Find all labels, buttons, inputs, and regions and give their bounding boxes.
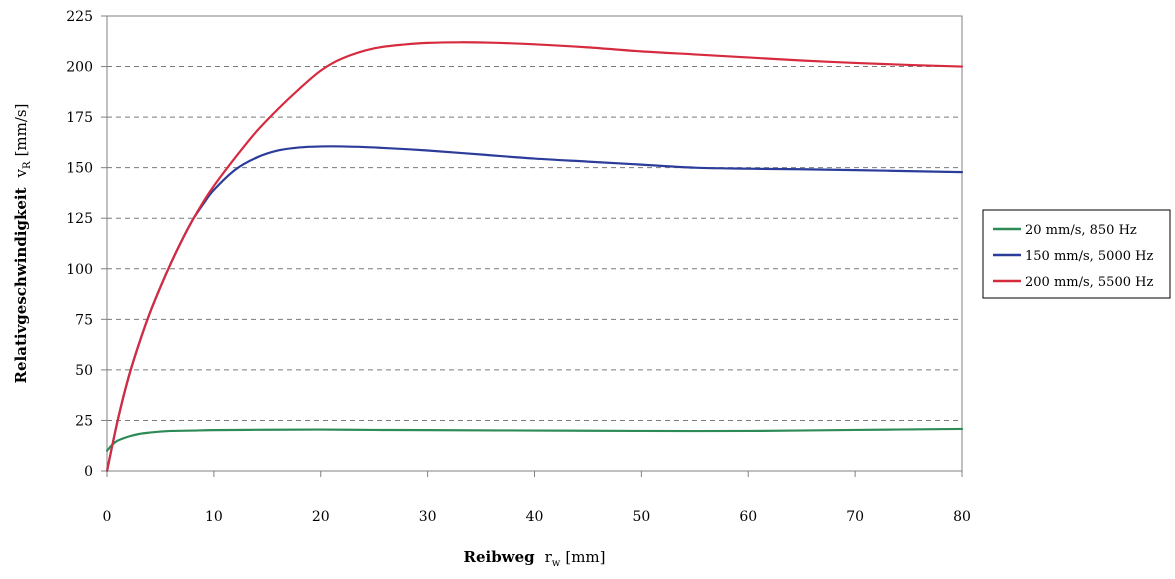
y-tick-label: 125: [66, 211, 93, 227]
y-tick-label: 50: [75, 363, 93, 379]
x-tick-label: 60: [739, 509, 757, 525]
x-tick-label: 80: [953, 509, 971, 525]
x-tick-label: 40: [526, 509, 544, 525]
y-tick-labels: 0 25 50 75 100 125 150 175 200 225: [66, 9, 107, 480]
legend-label-1: 20 mm/s, 850 Hz: [1025, 223, 1137, 238]
legend-label-2: 150 mm/s, 5000 Hz: [1025, 249, 1153, 264]
x-axis-symbol-sub: w: [552, 558, 561, 569]
y-tick-label: 225: [66, 9, 93, 25]
series-line-2: [105, 145, 964, 473]
x-axis-title-main: Reibweg: [463, 548, 535, 566]
series-line-1: [105, 427, 964, 452]
x-tick-label: 30: [419, 509, 437, 525]
y-axis-symbol-sub: R: [22, 161, 33, 169]
y-axis-unit: [mm/s]: [12, 104, 30, 157]
y-axis-title-main: Relativgeschwindigkeit: [12, 187, 30, 383]
legend-label-3: 200 mm/s, 5500 Hz: [1025, 275, 1153, 290]
y-tick-label: 0: [84, 464, 93, 480]
y-tick-label: 175: [66, 110, 93, 126]
series-group: [105, 41, 964, 473]
x-axis-symbol: r: [545, 548, 553, 566]
y-axis-symbol: v: [12, 168, 30, 178]
x-tick-label: 10: [205, 509, 223, 525]
y-tick-label: 25: [75, 413, 93, 429]
series-line-3: [105, 41, 964, 473]
x-tick-label: 70: [846, 509, 864, 525]
y-tick-label: 150: [66, 161, 93, 177]
plot-area: [106, 15, 963, 472]
y-tick-label: 100: [66, 262, 93, 278]
x-tick-labels: 0 10 20 30 40 50 60 70 80: [103, 471, 971, 525]
x-tick-label: 20: [312, 509, 330, 525]
y-tick-label: 200: [66, 60, 93, 76]
legend: 20 mm/s, 850 Hz 150 mm/s, 5000 Hz 200 mm/s…: [982, 209, 1171, 299]
y-tick-label: 75: [75, 312, 93, 328]
x-axis-title: Reibweg rw [mm]: [463, 548, 605, 569]
x-tick-label: 0: [103, 509, 112, 525]
y-axis-title: Relativgeschwindigkeit vR [mm/s]: [12, 104, 33, 384]
grid: [107, 66, 962, 421]
x-tick-label: 50: [632, 509, 650, 525]
x-axis-unit: [mm]: [565, 548, 605, 566]
